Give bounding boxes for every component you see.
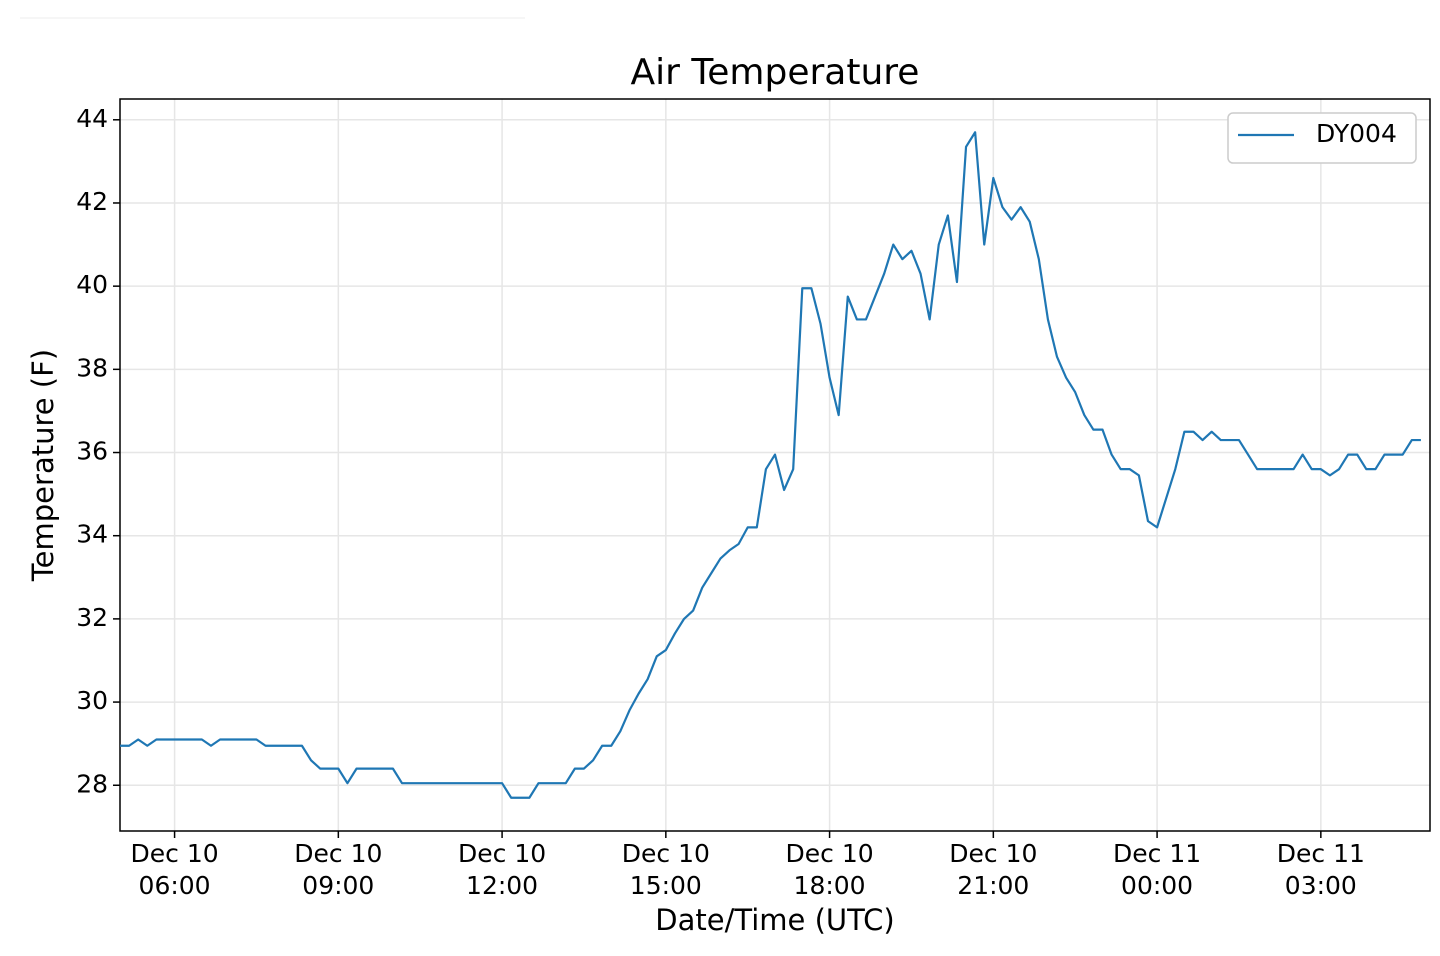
x-tick-time: 15:00 [630, 871, 702, 900]
x-tick-label: Dec 10 18:00 [786, 839, 874, 900]
y-tick-label: 32 [76, 603, 108, 632]
legend-box [1227, 112, 1417, 164]
x-tick-label: Dec 10 15:00 [622, 839, 710, 900]
x-tick-time: 06:00 [139, 871, 211, 900]
x-tick-label: Dec 10 09:00 [294, 839, 382, 900]
x-tick-label: Dec 10 06:00 [131, 839, 219, 900]
x-tick-time: 09:00 [302, 871, 374, 900]
y-tick-label: 42 [76, 187, 108, 216]
legend-label: DY004 [1316, 119, 1397, 148]
x-tick-time: 18:00 [794, 871, 866, 900]
x-tick-time: 00:00 [1121, 871, 1193, 900]
x-tick-time: 03:00 [1285, 871, 1357, 900]
x-tick-date: Dec 10 [458, 839, 546, 868]
x-tick-date: Dec 10 [786, 839, 874, 868]
y-tick-label: 44 [76, 104, 108, 133]
y-axis-label: Temperature (F) [26, 349, 60, 582]
y-tick-label: 40 [76, 270, 108, 299]
x-tick-label: Dec 10 21:00 [949, 839, 1037, 900]
y-tick-label: 34 [76, 520, 108, 549]
y-tick-label: 30 [76, 686, 108, 715]
x-tick-label: Dec 11 03:00 [1277, 839, 1365, 900]
x-tick-label: Dec 11 00:00 [1113, 839, 1201, 900]
x-tick-date: Dec 10 [294, 839, 382, 868]
x-tick-date: Dec 10 [622, 839, 710, 868]
data-line [120, 131, 1421, 799]
plot-frame [119, 98, 1431, 832]
x-tick-time: 21:00 [957, 871, 1029, 900]
x-tick-label: Dec 10 12:00 [458, 839, 546, 900]
x-tick-date: Dec 10 [131, 839, 219, 868]
y-tick-label: 38 [76, 353, 108, 382]
y-tick-label: 28 [76, 769, 108, 798]
x-tick-date: Dec 11 [1113, 839, 1201, 868]
y-tick-label: 36 [76, 437, 108, 466]
x-axis-label: Date/Time (UTC) [655, 903, 894, 937]
chart-title: Air Temperature [631, 52, 920, 93]
x-tick-time: 12:00 [466, 871, 538, 900]
x-tick-date: Dec 10 [949, 839, 1037, 868]
x-tick-date: Dec 11 [1277, 839, 1365, 868]
